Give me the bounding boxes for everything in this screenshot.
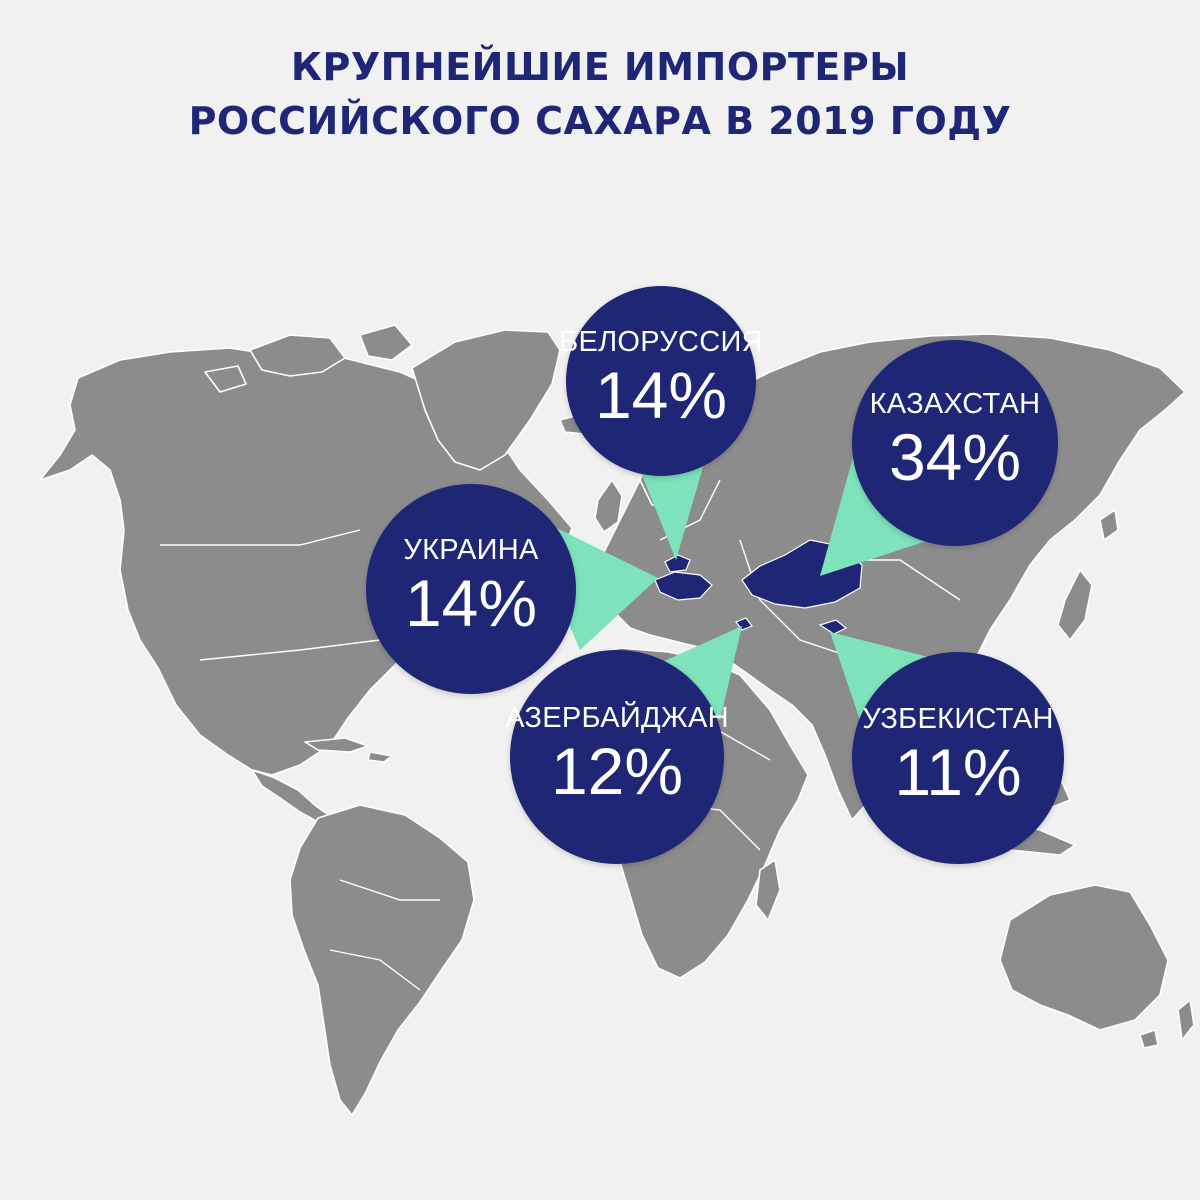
- share-value: 11%: [894, 735, 1022, 809]
- share-value: 34%: [888, 420, 1022, 494]
- central-america: [251, 769, 331, 823]
- share-value: 14%: [404, 566, 538, 640]
- japan: [1057, 569, 1093, 641]
- new-zealand: [1177, 999, 1195, 1041]
- marker-kazakhstan: КАЗАХСТАН 34%: [852, 340, 1058, 546]
- arctic-islands: [249, 334, 346, 377]
- marker-ukraine: УКРАИНА 14%: [366, 484, 576, 694]
- north-america: [39, 347, 573, 776]
- share-value: 12%: [550, 734, 684, 808]
- british-isles: [594, 479, 623, 533]
- country-label: УКРАИНА: [403, 534, 539, 566]
- australia: [999, 884, 1169, 1031]
- country-label: АЗЕРБАЙДЖАН: [505, 702, 729, 734]
- ukraine-shape: [654, 571, 713, 601]
- country-label: БЕЛОРУССИЯ: [559, 326, 763, 358]
- madagascar: [755, 859, 781, 921]
- pointer-azerbaijan: [640, 626, 742, 720]
- marker-azerbaijan: АЗЕРБАЙДЖАН 12%: [505, 650, 729, 864]
- page-title: КРУПНЕЙШИЕ ИМПОРТЕРЫ РОССИЙСКОГО САХАРА …: [0, 40, 1200, 148]
- country-label: КАЗАХСТАН: [869, 388, 1041, 420]
- title-line-1: КРУПНЕЙШИЕ ИМПОРТЕРЫ: [290, 45, 910, 89]
- marker-uzbekistan: УЗБЕКИСТАН 11%: [852, 652, 1064, 864]
- greenland: [411, 329, 561, 471]
- pointer-belarus: [640, 460, 705, 560]
- share-value: 14%: [594, 358, 728, 432]
- country-label: УЗБЕКИСТАН: [862, 703, 1054, 735]
- uzbekistan-shape: [818, 619, 848, 635]
- south-america: [289, 804, 475, 1116]
- title-line-2: РОССИЙСКОГО САХАРА В 2019 ГОДУ: [188, 99, 1012, 143]
- pointer-uzbekistan: [830, 632, 940, 720]
- marker-belarus: БЕЛОРУССИЯ 14%: [559, 286, 763, 476]
